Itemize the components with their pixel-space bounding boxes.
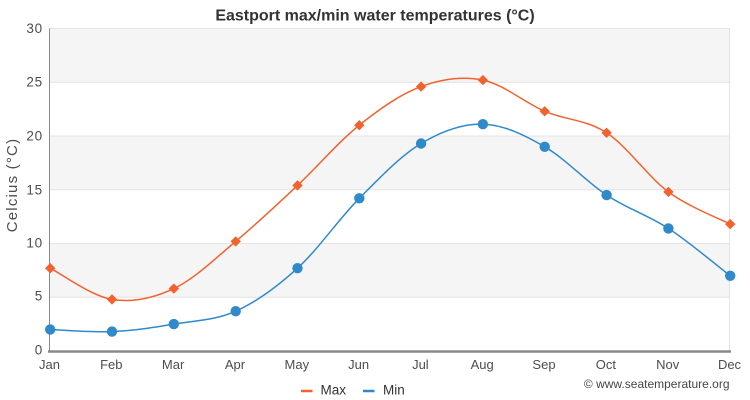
svg-text:30: 30 bbox=[26, 21, 43, 36]
svg-text:May: May bbox=[285, 357, 310, 372]
svg-text:Jul: Jul bbox=[412, 357, 429, 372]
svg-text:Nov: Nov bbox=[656, 357, 680, 372]
svg-text:Mar: Mar bbox=[162, 357, 185, 372]
svg-text:10: 10 bbox=[26, 236, 43, 251]
svg-text:Min: Min bbox=[383, 382, 405, 397]
svg-text:15: 15 bbox=[26, 182, 43, 197]
svg-text:0: 0 bbox=[35, 342, 43, 357]
svg-text:Eastport max/min water tempera: Eastport max/min water temperatures (°C) bbox=[215, 8, 534, 25]
svg-text:Jan: Jan bbox=[39, 357, 60, 372]
svg-text:© www.seatemperature.org: © www.seatemperature.org bbox=[584, 377, 730, 391]
svg-text:Dec: Dec bbox=[718, 357, 742, 372]
svg-text:20: 20 bbox=[26, 129, 43, 144]
svg-text:Feb: Feb bbox=[100, 357, 122, 372]
svg-text:Jun: Jun bbox=[348, 357, 369, 372]
svg-text:Aug: Aug bbox=[471, 357, 494, 372]
svg-text:Oct: Oct bbox=[596, 357, 617, 372]
svg-text:Sep: Sep bbox=[532, 357, 555, 372]
svg-text:5: 5 bbox=[35, 288, 43, 303]
svg-text:Celcius (°C): Celcius (°C) bbox=[4, 138, 21, 233]
svg-text:25: 25 bbox=[26, 75, 43, 90]
svg-text:Apr: Apr bbox=[225, 357, 246, 372]
svg-text:Max: Max bbox=[321, 382, 347, 397]
